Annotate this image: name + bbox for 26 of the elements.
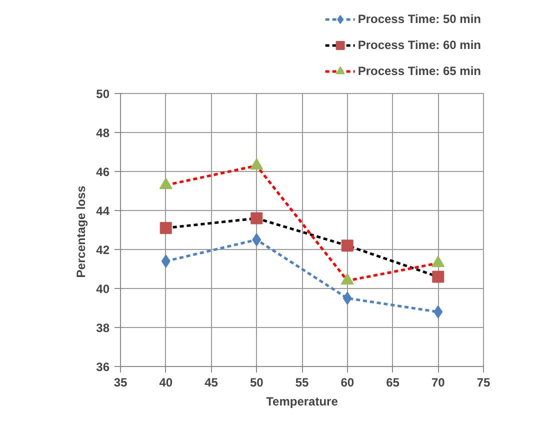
y-tick-label: 36 <box>96 360 110 374</box>
y-axis-title: Percentage loss <box>74 185 88 278</box>
point <box>342 292 352 305</box>
legend-label: Process Time: 60 min <box>358 38 481 52</box>
point <box>434 305 443 318</box>
y-tick-label: 40 <box>96 282 110 296</box>
x-tick-label: 50 <box>250 376 264 390</box>
y-tick-label: 38 <box>96 321 110 335</box>
y-tick-label: 48 <box>96 126 110 140</box>
x-tick-label: 65 <box>386 376 400 390</box>
x-tick-label: 75 <box>476 376 490 390</box>
x-axis-title: Temperature <box>266 394 338 408</box>
x-tick-label: 35 <box>114 376 128 390</box>
point <box>252 233 262 246</box>
legend-label: Process Time: 65 min <box>358 64 481 78</box>
x-tick-label: 60 <box>340 376 354 390</box>
y-tick-label: 50 <box>96 87 110 101</box>
legend-label: Process Time: 50 min <box>358 12 481 26</box>
x-tick-label: 40 <box>159 376 173 390</box>
x-tick-label: 55 <box>295 376 309 390</box>
y-tick-label: 42 <box>96 243 110 257</box>
x-tick-label: 70 <box>431 376 446 390</box>
y-tick-label: 46 <box>96 165 110 179</box>
y-tick-label: 44 <box>96 204 110 218</box>
x-tick-label: 45 <box>204 376 218 390</box>
point <box>161 254 170 268</box>
